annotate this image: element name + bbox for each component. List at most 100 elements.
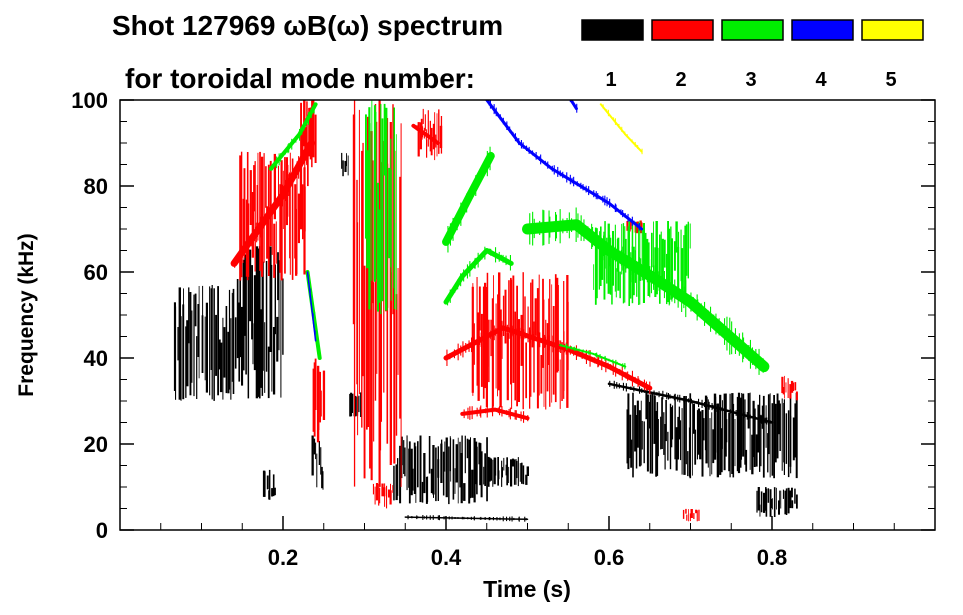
mode-1-streak <box>351 393 353 413</box>
mode-3-streak <box>390 169 392 301</box>
mode-4-streak <box>576 181 578 187</box>
mode-1-streak <box>428 436 431 474</box>
mode-1-streak <box>794 488 796 504</box>
mode-3-streak <box>472 183 474 197</box>
mode-1-streak <box>466 438 469 459</box>
mode-1-streak <box>247 248 250 399</box>
mode-2-streak <box>262 217 264 229</box>
mode-1-streak <box>347 155 349 176</box>
mode-3-streak <box>724 318 726 345</box>
mode-1-streak <box>655 410 658 477</box>
mode-2-streak <box>629 221 631 232</box>
mode-2-streak <box>533 331 535 345</box>
mode-1-streak <box>234 317 237 369</box>
mode-1-streak <box>720 428 723 473</box>
mode-2-streak <box>278 165 279 205</box>
chart-title-line1: Shot 127969 ωB(ω) spectrum <box>112 10 503 41</box>
mode-3-streak <box>624 226 626 303</box>
mode-2-streak <box>269 160 272 247</box>
legend-label-mode-3: 3 <box>745 69 756 91</box>
mode-2-streak <box>304 127 307 151</box>
mode-1-streak <box>355 395 357 417</box>
mode-2-streak <box>682 509 685 519</box>
mode-3-streak <box>395 134 397 310</box>
mode-1-streak <box>685 396 687 465</box>
mode-2-streak <box>471 337 473 353</box>
x-tick-label: 0.4 <box>431 545 462 570</box>
mode-2-streak <box>520 314 523 366</box>
mode-1-streak <box>230 318 232 400</box>
mode-4-streak <box>569 174 571 185</box>
mode-2-streak <box>689 513 691 522</box>
mode-3-streak <box>673 241 676 271</box>
mode-2-streak <box>560 340 562 353</box>
mode-1-streak <box>262 261 264 371</box>
mode-1-streak <box>670 407 673 448</box>
y-tick-label: 80 <box>84 174 108 199</box>
mode-3-streak <box>505 255 507 266</box>
mode-1-streak <box>785 488 788 515</box>
mode-1-streak <box>651 392 654 474</box>
mode-2-streak <box>261 156 264 277</box>
x-tick-label: 0.2 <box>268 545 299 570</box>
mode-1-streak <box>782 489 784 499</box>
mode-3-streak <box>734 328 736 354</box>
mode-2-streak <box>430 133 432 142</box>
mode-3-streak <box>644 232 647 277</box>
mode-2-streak <box>356 179 358 385</box>
mode-2-streak <box>627 220 629 228</box>
mode-3-streak <box>663 239 666 268</box>
mode-3-streak <box>726 316 728 351</box>
mode-2-streak <box>386 485 388 509</box>
mode-3-streak <box>449 223 451 246</box>
mode-1-streak <box>437 515 439 520</box>
mode-3-streak <box>477 252 479 268</box>
mode-1-streak <box>198 286 200 379</box>
mode-3-streak <box>635 221 637 283</box>
mode-1-streak <box>791 500 794 509</box>
mode-1-streak <box>687 398 689 403</box>
mode-2-streak <box>514 410 516 420</box>
mode-1-streak <box>471 469 474 498</box>
mode-3-streak <box>583 219 585 242</box>
mode-1-streak <box>683 396 686 475</box>
mode-3-streak <box>700 303 702 319</box>
mode-1-streak <box>425 476 428 504</box>
mode-2-streak <box>376 121 378 374</box>
mode-1-streak <box>518 516 520 522</box>
mode-2-streak <box>369 189 371 469</box>
mode-3-streak <box>689 223 691 249</box>
mode-1-streak <box>422 515 424 520</box>
mode-2-streak <box>285 179 287 202</box>
mode-4-feature-34 <box>485 100 644 231</box>
mode-2-streak <box>427 110 429 147</box>
mode-2-streak <box>522 272 524 410</box>
mode-2-streak <box>501 320 503 337</box>
mode-1-streak <box>646 389 648 394</box>
mode-1-streak <box>274 264 276 335</box>
mode-3-streak <box>589 351 591 355</box>
mode-1-streak <box>239 249 241 358</box>
mode-2-feature-25 <box>781 375 798 401</box>
mode-1-streak <box>502 516 504 522</box>
mode-2-streak <box>515 410 517 420</box>
mode-1-streak <box>781 398 783 471</box>
mode-3-streak <box>278 153 280 166</box>
mode-2-streak <box>446 349 448 366</box>
mode-2-streak <box>785 382 787 393</box>
mode-2-streak <box>319 371 321 423</box>
mode-1-streak <box>728 412 730 472</box>
mode-3-streak <box>533 218 535 239</box>
mode-4-streak <box>309 288 311 293</box>
mode-3-streak <box>509 255 511 271</box>
mode-3-streak <box>578 348 580 352</box>
mode-3-streak <box>555 212 557 242</box>
mode-5-streak <box>613 117 615 121</box>
mode-2-streak <box>548 298 550 365</box>
mode-2-streak <box>493 275 494 407</box>
mode-3-streak <box>393 107 395 289</box>
mode-2-streak <box>695 509 698 514</box>
chart-title-line2: for toroidal mode number: <box>125 63 475 94</box>
mode-4-streak <box>624 213 626 218</box>
mode-2-streak <box>497 322 499 339</box>
